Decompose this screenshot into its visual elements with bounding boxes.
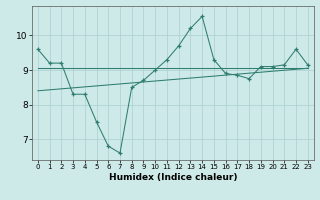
X-axis label: Humidex (Indice chaleur): Humidex (Indice chaleur) xyxy=(108,173,237,182)
